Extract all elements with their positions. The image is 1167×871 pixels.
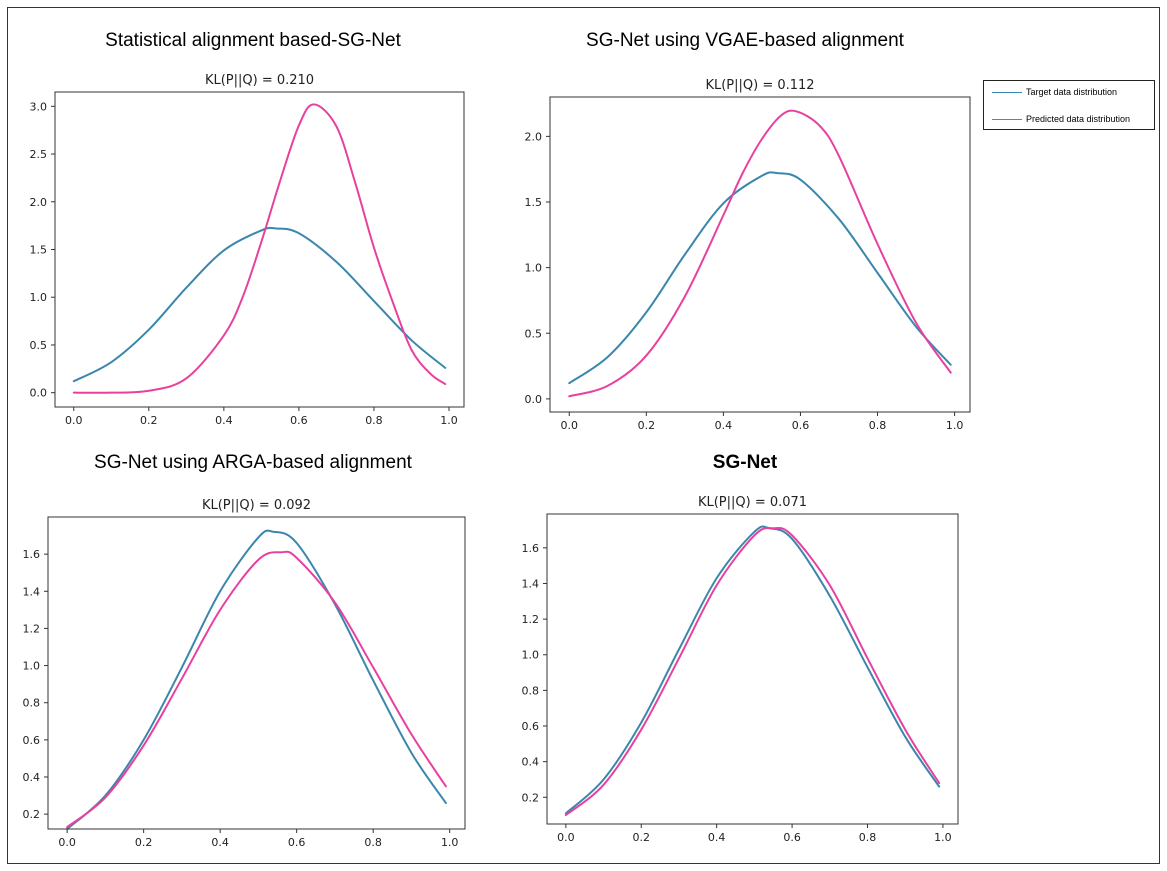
y-tick-label: 1.4: [23, 585, 41, 598]
x-tick-label: 0.0: [58, 836, 76, 849]
y-tick-label: 0.5: [30, 339, 48, 352]
chart-panel-4: KL(P||Q) = 0.071 0.0 0.2 0.4 0.6 0.8 1.0 0.2 0.4…: [522, 495, 959, 844]
panel-title: SG-Net using VGAE-based alignment: [586, 30, 904, 51]
y-tick-label: 0.4: [23, 771, 41, 784]
x-tick-label: 0.0: [65, 414, 83, 427]
x-tick-label: 0.2: [135, 836, 153, 849]
predicted-distribution-line: [66, 550, 447, 829]
plot-area-frame: [47, 516, 466, 830]
y-tick-label: 0.2: [23, 808, 41, 821]
y-tick-label: 2.0: [30, 196, 48, 209]
plot-area-frame: [549, 96, 971, 413]
x-tick-label: 1.0: [946, 419, 964, 432]
x-tick-label: 0.8: [869, 419, 887, 432]
x-tick-label: 0.8: [365, 414, 383, 427]
x-tick-label: 0.6: [792, 419, 810, 432]
chart-panel-3: KL(P||Q) = 0.092 0.0 0.2 0.4 0.6 0.8 1.0 0.2 0.4…: [23, 498, 466, 849]
panel-title: SG-Net: [712, 452, 778, 473]
x-tick-label: 0.2: [633, 831, 651, 844]
x-tick-label: 0.8: [364, 836, 382, 849]
y-tick-label: 1.4: [522, 577, 540, 590]
y-tick-label: 1.5: [30, 244, 48, 257]
y-tick-label: 0.4: [522, 756, 540, 769]
x-tick-label: 0.6: [290, 414, 308, 427]
y-tick-label: 1.5: [525, 196, 543, 209]
x-tick-label: 0.2: [140, 414, 158, 427]
panel-title: SG-Net using ARGA-based alignment: [94, 452, 412, 473]
y-tick-label: 0.6: [522, 720, 540, 733]
kl-divergence-label: KL(P||Q) = 0.112: [705, 78, 814, 93]
predicted-distribution-line: [568, 109, 952, 398]
legend-item-target: Target data distribution: [992, 87, 1117, 97]
y-tick-label: 1.0: [30, 291, 48, 304]
predicted-distribution-line: [564, 527, 941, 817]
kl-divergence-label: KL(P||Q) = 0.071: [698, 495, 807, 510]
legend-label: Target data distribution: [1026, 87, 1118, 97]
predicted-distribution-line: [72, 103, 447, 394]
y-tick-label: 3.0: [30, 100, 48, 113]
target-distribution-line: [66, 529, 447, 830]
y-tick-label: 1.0: [23, 660, 41, 673]
y-tick-label: 1.6: [522, 542, 540, 555]
chart-panel-1: KL(P||Q) = 0.210 0.0 0.2 0.4 0.6 0.8 1.0 0.0 0.5…: [30, 73, 465, 427]
plot-area-frame: [546, 513, 959, 825]
y-tick-label: 0.5: [525, 327, 543, 340]
y-tick-label: 0.8: [522, 684, 540, 697]
x-tick-label: 0.0: [561, 419, 579, 432]
y-tick-label: 2.5: [30, 148, 48, 161]
y-tick-label: 1.2: [522, 613, 540, 626]
x-tick-label: 0.4: [708, 831, 726, 844]
figure-frame: [7, 7, 1160, 864]
x-tick-label: 0.8: [859, 831, 877, 844]
y-tick-label: 0.6: [23, 734, 41, 747]
legend: Target data distribution Predicted data …: [983, 80, 1155, 130]
y-tick-label: 1.2: [23, 622, 41, 635]
legend-swatch-target: [992, 91, 1022, 93]
x-tick-label: 0.4: [715, 419, 733, 432]
kl-divergence-label: KL(P||Q) = 0.092: [202, 498, 311, 513]
x-tick-label: 0.6: [288, 836, 306, 849]
x-tick-label: 1.0: [440, 414, 458, 427]
x-tick-label: 0.4: [211, 836, 229, 849]
chart-panel-2: KL(P||Q) = 0.112 0.0 0.2 0.4 0.6 0.8 1.0 0.0 0.5…: [525, 78, 971, 432]
y-tick-label: 0.0: [525, 393, 543, 406]
x-tick-label: 1.0: [441, 836, 459, 849]
y-tick-label: 1.0: [522, 649, 540, 662]
legend-item-predicted: Predicted data distribution: [992, 114, 1130, 124]
target-distribution-line: [564, 525, 941, 815]
kl-divergence-label: KL(P||Q) = 0.210: [205, 73, 314, 88]
legend-label: Predicted data distribution: [1026, 114, 1131, 124]
panel-title: Statistical alignment based-SG-Net: [105, 30, 401, 51]
y-tick-label: 1.0: [525, 262, 543, 275]
x-tick-label: 1.0: [934, 831, 952, 844]
y-tick-label: 0.2: [522, 791, 540, 804]
x-tick-label: 0.6: [783, 831, 801, 844]
y-tick-label: 2.0: [525, 130, 543, 143]
legend-swatch-predicted: [992, 118, 1022, 120]
target-distribution-line: [72, 226, 447, 383]
y-tick-label: 0.8: [23, 697, 41, 710]
x-tick-label: 0.4: [215, 414, 233, 427]
y-tick-label: 0.0: [30, 387, 48, 400]
x-tick-label: 0.2: [638, 419, 656, 432]
y-tick-label: 1.6: [23, 548, 41, 561]
x-tick-label: 0.0: [557, 831, 575, 844]
target-distribution-line: [568, 171, 952, 385]
